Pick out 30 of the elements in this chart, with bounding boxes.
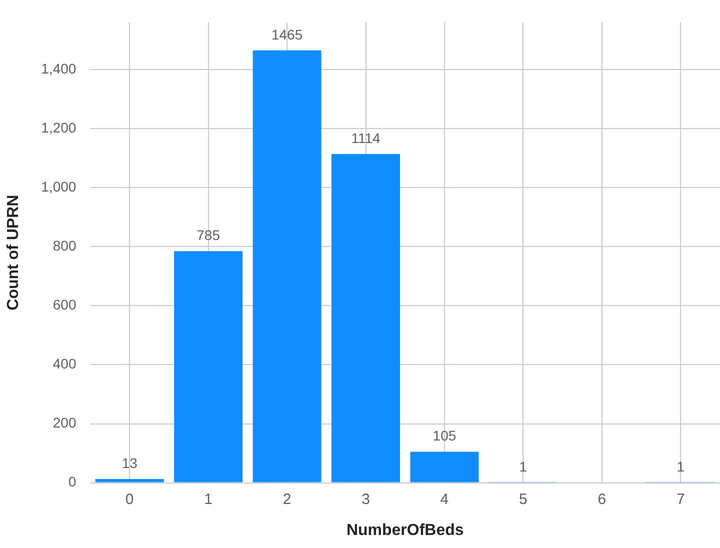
data-label: 1465 bbox=[271, 26, 303, 42]
x-tick-label: 0 bbox=[125, 490, 134, 508]
y-tick-label: 1,200 bbox=[41, 120, 76, 136]
y-tick-label: 0 bbox=[68, 474, 76, 490]
x-tick-label: 1 bbox=[204, 490, 212, 508]
x-tick-label: 6 bbox=[598, 490, 606, 508]
y-tick-label: 1,000 bbox=[41, 178, 76, 195]
data-label: 13 bbox=[122, 454, 138, 471]
data-label: 1114 bbox=[351, 130, 380, 146]
x-axis-title: NumberOfBeds bbox=[346, 522, 464, 539]
x-tick-label: 5 bbox=[519, 490, 528, 508]
y-tick-label: 200 bbox=[52, 414, 76, 431]
data-label: 105 bbox=[432, 428, 456, 444]
data-label: 785 bbox=[196, 226, 220, 243]
y-tick-label: 600 bbox=[52, 296, 76, 313]
y-tick-label: 400 bbox=[52, 356, 76, 372]
data-label: 1 bbox=[676, 458, 685, 474]
data-label: 1 bbox=[519, 458, 528, 474]
bar bbox=[252, 50, 322, 482]
y-tick-label: 1,400 bbox=[41, 60, 76, 76]
bar bbox=[332, 154, 400, 482]
x-tick-label: 3 bbox=[362, 490, 370, 508]
x-tick-label: 2 bbox=[282, 490, 292, 508]
bar bbox=[95, 478, 164, 482]
x-tick-label: 7 bbox=[676, 490, 685, 508]
y-axis-title: Count of UPRN bbox=[5, 194, 22, 310]
bar bbox=[174, 251, 243, 482]
y-tick-label: 800 bbox=[52, 238, 76, 254]
x-tick-label: 4 bbox=[440, 490, 449, 508]
bar bbox=[410, 452, 479, 482]
